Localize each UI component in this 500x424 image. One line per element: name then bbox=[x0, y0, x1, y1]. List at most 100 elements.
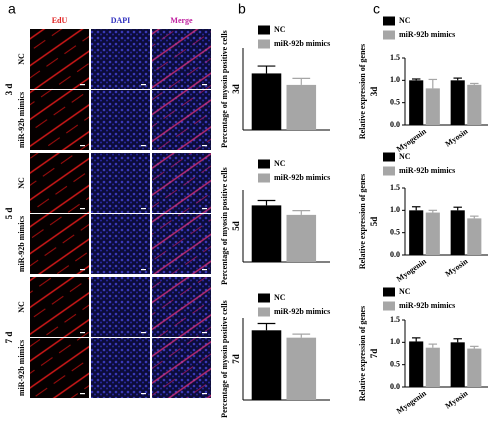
x-tick-label: Myosin bbox=[444, 126, 470, 148]
column-header: EdU bbox=[52, 16, 68, 25]
legend-swatch bbox=[383, 152, 395, 162]
x-tick-label: Myogenin bbox=[395, 256, 429, 283]
bar bbox=[450, 342, 465, 387]
bar bbox=[425, 88, 440, 125]
scale-bar bbox=[202, 84, 207, 86]
y-tick-label: 0.0 bbox=[390, 382, 400, 391]
row-label: NC bbox=[17, 53, 26, 65]
y-tick-label: 0.5 bbox=[390, 227, 400, 236]
x-tick-label: Myosin bbox=[444, 256, 470, 278]
legend-swatch bbox=[383, 30, 395, 40]
bar bbox=[450, 210, 465, 255]
scale-bar bbox=[80, 269, 85, 271]
legend-label: miR-92b mimics bbox=[399, 30, 455, 39]
scale-bar bbox=[141, 393, 146, 395]
legend-label: miR-92b mimics bbox=[274, 307, 330, 316]
scale-bar bbox=[80, 84, 85, 86]
micrograph bbox=[30, 153, 89, 213]
row-label: miR-92b mimics bbox=[17, 92, 26, 148]
scale-bar bbox=[80, 145, 85, 147]
y-tick-label: 0.0 bbox=[390, 120, 400, 129]
scale-bar bbox=[80, 332, 85, 334]
micrograph bbox=[30, 90, 89, 150]
y-axis-sublabel: 3d bbox=[369, 87, 379, 97]
y-tick-label: 1.0 bbox=[390, 75, 400, 84]
group-label: 5 d bbox=[4, 208, 14, 220]
micrograph bbox=[152, 277, 211, 337]
scale-bar bbox=[80, 208, 85, 210]
y-axis-sublabel: 7d bbox=[231, 354, 241, 364]
column-header: DAPI bbox=[111, 16, 131, 25]
y-axis-label: Relative expression of genes bbox=[358, 44, 367, 139]
bar bbox=[425, 347, 440, 387]
micrograph bbox=[30, 277, 89, 337]
bar bbox=[467, 84, 482, 125]
y-axis-label: Percentage of myosin positive cells bbox=[220, 300, 229, 418]
bar bbox=[467, 218, 482, 255]
micrograph bbox=[91, 277, 150, 337]
legend-label: miR-92b mimics bbox=[399, 301, 455, 310]
micrograph bbox=[152, 90, 211, 150]
bar bbox=[409, 210, 424, 255]
bar bbox=[467, 348, 482, 387]
scale-bar bbox=[202, 269, 207, 271]
bar bbox=[286, 337, 317, 400]
micrograph bbox=[152, 153, 211, 213]
group-label: 3 d bbox=[4, 84, 14, 96]
scale-bar bbox=[202, 208, 207, 210]
micrograph bbox=[91, 214, 150, 274]
scale-bar bbox=[202, 332, 207, 334]
legend-swatch bbox=[258, 39, 270, 49]
scale-bar bbox=[141, 145, 146, 147]
legend-label: NC bbox=[399, 287, 411, 296]
legend-label: miR-92b mimics bbox=[274, 173, 330, 182]
y-axis-label: Relative expression of genes bbox=[358, 306, 367, 401]
bar bbox=[425, 212, 440, 255]
y-axis-sublabel: 5d bbox=[369, 217, 379, 227]
y-axis-label: Percentage of myosin positive cells bbox=[220, 30, 229, 148]
row-label: miR-92b mimics bbox=[17, 340, 26, 396]
y-axis-sublabel: 3d bbox=[231, 84, 241, 94]
micrograph bbox=[152, 29, 211, 89]
group-label: 7 d bbox=[4, 332, 14, 344]
bar bbox=[409, 341, 424, 387]
charts: Percentage of myosin positive cells 3dNCm… bbox=[220, 16, 488, 418]
y-tick-label: 1.5 bbox=[390, 53, 400, 62]
legend-swatch bbox=[383, 301, 395, 311]
bar bbox=[450, 80, 465, 125]
panel-label: a bbox=[8, 1, 16, 17]
legend-label: NC bbox=[274, 293, 286, 302]
micrograph bbox=[152, 338, 211, 398]
row-label: NC bbox=[17, 177, 26, 189]
legend-swatch bbox=[258, 159, 270, 169]
x-tick-label: Myogenin bbox=[395, 126, 429, 153]
y-tick-label: 0.5 bbox=[390, 97, 400, 106]
panel-label: b bbox=[238, 1, 246, 17]
legend-swatch bbox=[258, 173, 270, 183]
y-tick-label: 1.5 bbox=[390, 315, 400, 324]
y-axis-sublabel: 5d bbox=[231, 221, 241, 231]
legend-label: miR-92b mimics bbox=[399, 166, 455, 175]
legend-swatch bbox=[383, 166, 395, 176]
x-tick-label: Myosin bbox=[444, 388, 470, 410]
legend-label: NC bbox=[399, 16, 411, 25]
scale-bar bbox=[141, 208, 146, 210]
bar bbox=[251, 73, 282, 130]
row-label: NC bbox=[17, 301, 26, 313]
row-label: miR-92b mimics bbox=[17, 216, 26, 272]
legend-swatch bbox=[258, 293, 270, 303]
bar bbox=[286, 84, 317, 130]
micrograph bbox=[30, 214, 89, 274]
legend-swatch bbox=[258, 307, 270, 317]
legend-label: miR-92b mimics bbox=[274, 39, 330, 48]
panel-label: c bbox=[373, 1, 380, 17]
bar bbox=[409, 80, 424, 125]
x-tick-label: Myogenin bbox=[395, 388, 429, 415]
legend-label: NC bbox=[274, 159, 286, 168]
micrograph bbox=[91, 29, 150, 89]
bar bbox=[251, 330, 282, 400]
legend-swatch bbox=[383, 287, 395, 297]
legend-label: NC bbox=[399, 152, 411, 161]
y-tick-label: 1.5 bbox=[390, 183, 400, 192]
